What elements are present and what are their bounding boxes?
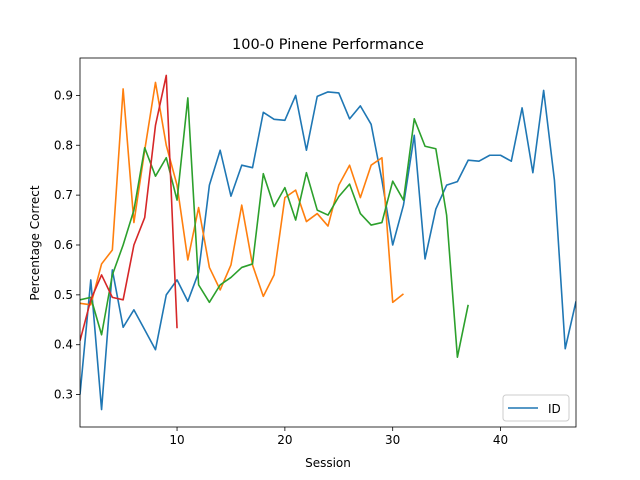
series-line-4	[80, 74, 178, 341]
chart-title: 100-0 Pinene Performance	[232, 37, 424, 53]
series-line-3	[80, 97, 469, 358]
x-tick-label: 20	[277, 433, 292, 447]
y-axis: 0.3 0.4 0.5 0.6 0.7 0.8 0.9	[54, 88, 80, 402]
x-tick-label: 10	[169, 433, 184, 447]
series-line-1	[80, 89, 576, 411]
y-tick-label: 0.4	[54, 338, 73, 352]
legend: ID	[502, 394, 570, 422]
y-tick-label: 0.3	[54, 388, 73, 402]
y-tick-label: 0.5	[54, 288, 73, 302]
y-axis-label: Percentage Correct	[28, 185, 42, 300]
x-tick-label: 30	[385, 433, 400, 447]
x-tick-label: 40	[493, 433, 508, 447]
legend-label-id: ID	[548, 402, 561, 416]
y-tick-label: 0.8	[54, 138, 73, 152]
plot-series	[80, 74, 576, 411]
axes-frame	[79, 57, 577, 428]
series-line-2	[80, 81, 404, 306]
x-axis: 10 20 30 40	[169, 427, 508, 447]
y-tick-label: 0.6	[54, 238, 73, 252]
y-tick-label: 0.7	[54, 188, 73, 202]
y-tick-label: 0.9	[54, 88, 73, 102]
x-axis-label: Session	[305, 456, 351, 470]
